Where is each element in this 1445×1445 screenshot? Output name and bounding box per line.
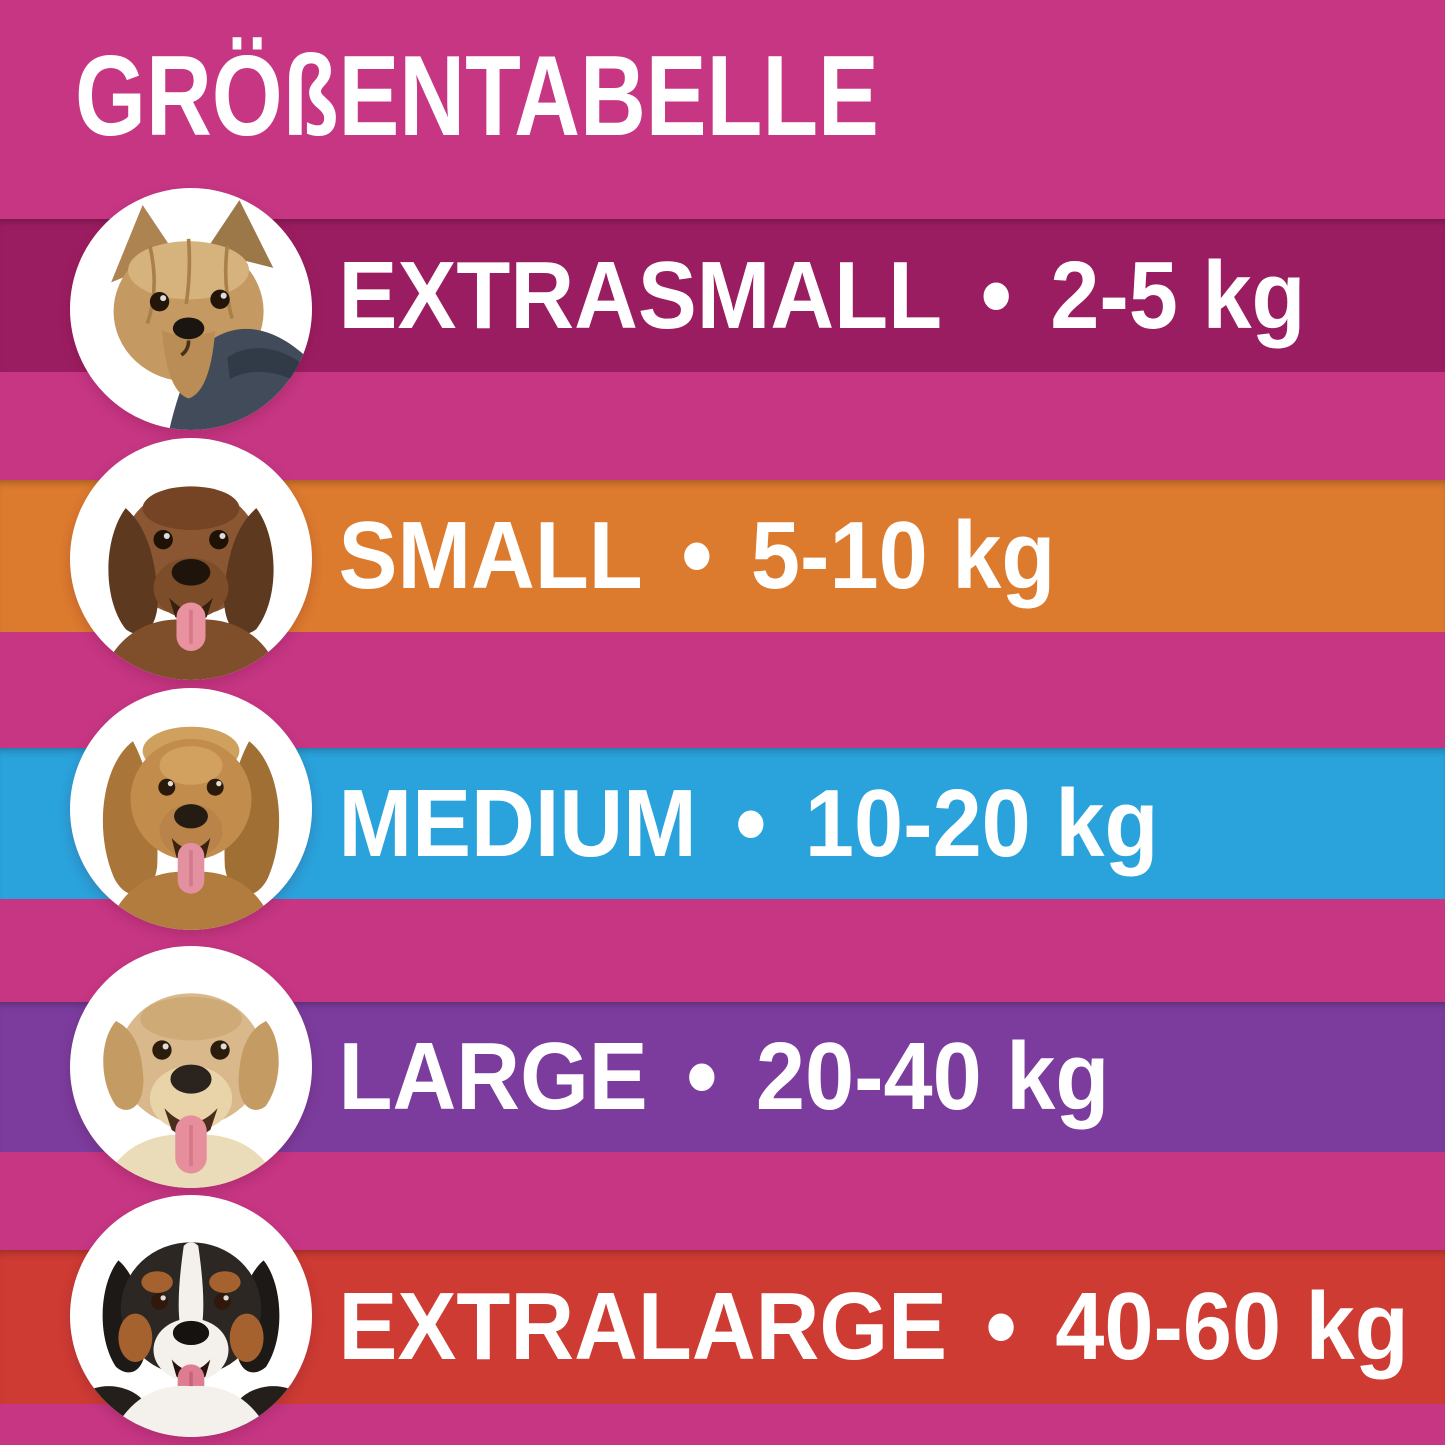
bullet-separator: • — [681, 502, 713, 609]
yorkshire-terrier-photo — [70, 188, 312, 430]
weight-range: 2-5 kg — [1050, 241, 1306, 349]
size-row-text: EXTRALARGE • 40-60 kg — [0, 1279, 1409, 1375]
size-row-text: SMALL • 5-10 kg — [0, 508, 1056, 604]
bullet-separator: • — [980, 241, 1012, 349]
bullet-separator: • — [686, 1023, 718, 1130]
size-label: EXTRALARGE — [338, 1273, 948, 1380]
size-label: EXTRASMALL — [338, 241, 943, 349]
size-row-text: LARGE • 20-40 kg — [0, 1029, 1110, 1125]
bernese-mountain-dog-photo — [70, 1195, 312, 1437]
dachshund-photo — [70, 438, 312, 680]
size-label: SMALL — [338, 502, 643, 609]
weight-range: 40-60 kg — [1055, 1273, 1409, 1380]
weight-range: 10-20 kg — [804, 769, 1159, 877]
size-label: MEDIUM — [338, 769, 697, 877]
size-row-text: EXTRASMALL • 2-5 kg — [0, 247, 1306, 344]
weight-range: 20-40 kg — [755, 1023, 1110, 1130]
bullet-separator: • — [985, 1273, 1017, 1380]
size-label: LARGE — [338, 1023, 648, 1130]
page-title: GRÖßENTABELLE — [75, 33, 879, 160]
size-row-text: MEDIUM • 10-20 kg — [0, 775, 1159, 872]
weight-range: 5-10 kg — [750, 502, 1056, 609]
cocker-spaniel-photo — [70, 688, 312, 930]
golden-retriever-photo — [70, 946, 312, 1188]
bullet-separator: • — [735, 769, 767, 877]
